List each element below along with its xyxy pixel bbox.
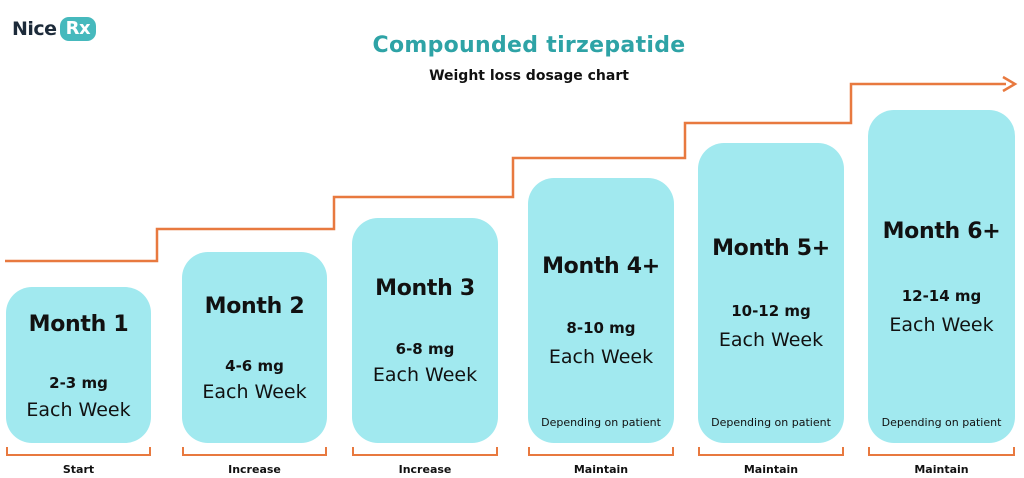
step-month: Month 3 xyxy=(375,276,475,301)
logo-text: Nice xyxy=(12,18,57,40)
step-note: Depending on patient xyxy=(541,416,661,429)
step-month: Month 4+ xyxy=(542,254,660,279)
stage-label: Maintain xyxy=(573,463,629,476)
chart-subtitle: Weight loss dosage chart xyxy=(429,68,629,84)
step-month: Month 6+ xyxy=(882,219,1001,244)
step-card-month-3: Month 3 6-8 mg Each Week xyxy=(352,218,498,443)
step-card-month-4: Month 4+ 8-10 mg Each Week Depending on … xyxy=(528,178,674,443)
step-card-month-1: Month 1 2-3 mg Each Week xyxy=(6,287,151,443)
arrow-head-icon xyxy=(1002,75,1018,93)
stage-bracket xyxy=(182,447,327,456)
step-month: Month 1 xyxy=(28,312,129,337)
stage-label: Maintain xyxy=(914,463,969,476)
step-note: Depending on patient xyxy=(711,416,831,429)
stage-bracket xyxy=(6,447,151,456)
stage-label: Increase xyxy=(398,463,452,476)
nicerx-logo: Nice Rx xyxy=(12,17,97,41)
chart-title: Compounded tirzepatide xyxy=(372,33,686,58)
step-card-month-6: Month 6+ 12-14 mg Each Week Depending on… xyxy=(868,110,1015,443)
step-note: Depending on patient xyxy=(881,416,1002,429)
step-frequency: Each Week xyxy=(548,346,654,368)
step-dose: 8-10 mg xyxy=(566,319,636,337)
step-card-month-2: Month 2 4-6 mg Each Week xyxy=(182,252,327,443)
step-dose: 4-6 mg xyxy=(225,357,284,375)
step-dose: 2-3 mg xyxy=(49,374,108,392)
stage-bracket xyxy=(698,447,844,456)
step-card-month-5: Month 5+ 10-12 mg Each Week Depending on… xyxy=(698,143,844,443)
stage-bracket xyxy=(352,447,498,456)
stage-label: Start xyxy=(62,463,95,476)
step-dose: 10-12 mg xyxy=(731,302,811,320)
stage-label: Increase xyxy=(228,463,281,476)
stage-bracket xyxy=(528,447,674,456)
step-frequency: Each Week xyxy=(372,364,478,386)
step-frequency: Each Week xyxy=(202,381,307,403)
step-frequency: Each Week xyxy=(718,329,824,351)
staircase-line xyxy=(5,82,1006,263)
logo-rx-badge: Rx xyxy=(59,17,97,41)
step-month: Month 2 xyxy=(204,294,305,319)
step-dose: 6-8 mg xyxy=(395,340,455,358)
stage-bracket xyxy=(868,447,1015,456)
stage-label: Maintain xyxy=(743,463,799,476)
step-dose: 12-14 mg xyxy=(901,287,982,305)
step-frequency: Each Week xyxy=(26,399,131,421)
step-frequency: Each Week xyxy=(889,314,994,336)
step-month: Month 5+ xyxy=(712,236,830,261)
